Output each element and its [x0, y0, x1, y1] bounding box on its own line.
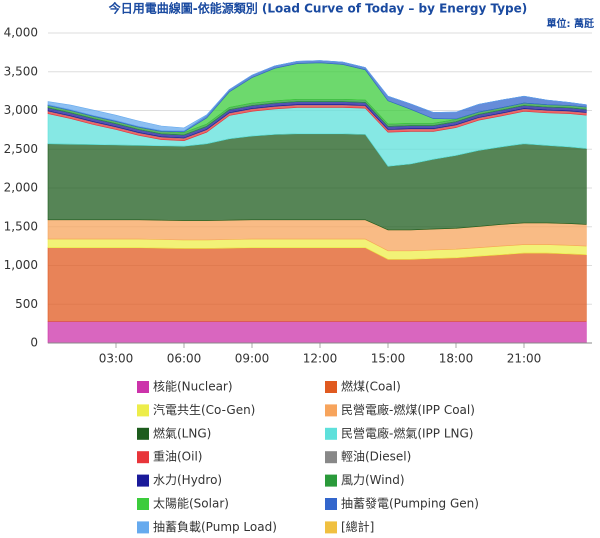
y-tick-label: 2,000: [4, 181, 38, 195]
legend-swatch: [325, 381, 337, 393]
legend-label: [總計]: [341, 519, 374, 534]
legend-label: 核能(Nuclear): [153, 380, 233, 394]
y-tick-label: 1,500: [4, 219, 38, 233]
legend-label: 風力(Wind): [341, 473, 405, 487]
x-tick-label: 03:00: [99, 352, 134, 366]
unit-label: 單位: 萬瓩: [547, 17, 594, 30]
x-tick-label: 12:00: [303, 352, 338, 366]
legend-label: 燃煤(Coal): [341, 379, 401, 394]
legend-swatch: [137, 404, 149, 417]
x-tick-label: 21:00: [507, 352, 542, 366]
legend-swatch: [325, 451, 337, 464]
legend-swatch: [325, 474, 337, 487]
legend-swatch: [137, 474, 149, 487]
area: [47, 60, 587, 132]
legend-label: 燃氣(LNG): [153, 425, 211, 440]
legend-label: 汽電共生(Co-Gen): [153, 402, 255, 417]
legend-swatch: [325, 404, 337, 417]
legend-label: 民營電廠-燃氣(IPP LNG): [341, 425, 473, 440]
legend-swatch: [325, 427, 337, 440]
x-tick-label: 15:00: [371, 352, 406, 366]
legend-swatch: [137, 381, 149, 393]
area: [47, 133, 587, 231]
y-tick-label: 500: [15, 297, 38, 311]
legend-label: 抽蓄負載(Pump Load): [153, 520, 277, 534]
y-tick-label: 3,000: [4, 103, 38, 117]
area: [47, 247, 587, 322]
legend-swatch: [137, 498, 149, 510]
y-tick-label: 1,000: [4, 258, 38, 272]
y-tick-label: 2,500: [4, 142, 38, 156]
area: [47, 321, 587, 344]
legend-swatch: [325, 521, 337, 534]
legend-label: 太陽能(Solar): [153, 496, 229, 511]
legend-label: 重油(Oil): [153, 450, 202, 464]
legend-label: 輕油(Diesel): [341, 450, 411, 464]
legend-label: 民營電廠-燃煤(IPP Coal): [341, 402, 475, 417]
chart-title: 今日用電曲線圖-依能源類別 (Load Curve of Today – by …: [108, 1, 528, 16]
legend-swatch: [137, 521, 149, 534]
x-tick-label: 18:00: [439, 352, 474, 366]
legend-label: 抽蓄發電(Pumping Gen): [341, 496, 479, 511]
legend-swatch: [137, 451, 149, 464]
legend-swatch: [325, 498, 337, 510]
x-tick-label: 06:00: [167, 352, 202, 366]
legend-label: 水力(Hydro): [153, 473, 222, 487]
y-tick-label: 0: [30, 336, 38, 350]
x-tick-label: 09:00: [235, 352, 270, 366]
legend-swatch: [137, 427, 149, 440]
y-tick-label: 4,000: [4, 26, 38, 40]
y-tick-label: 3,500: [4, 64, 38, 78]
